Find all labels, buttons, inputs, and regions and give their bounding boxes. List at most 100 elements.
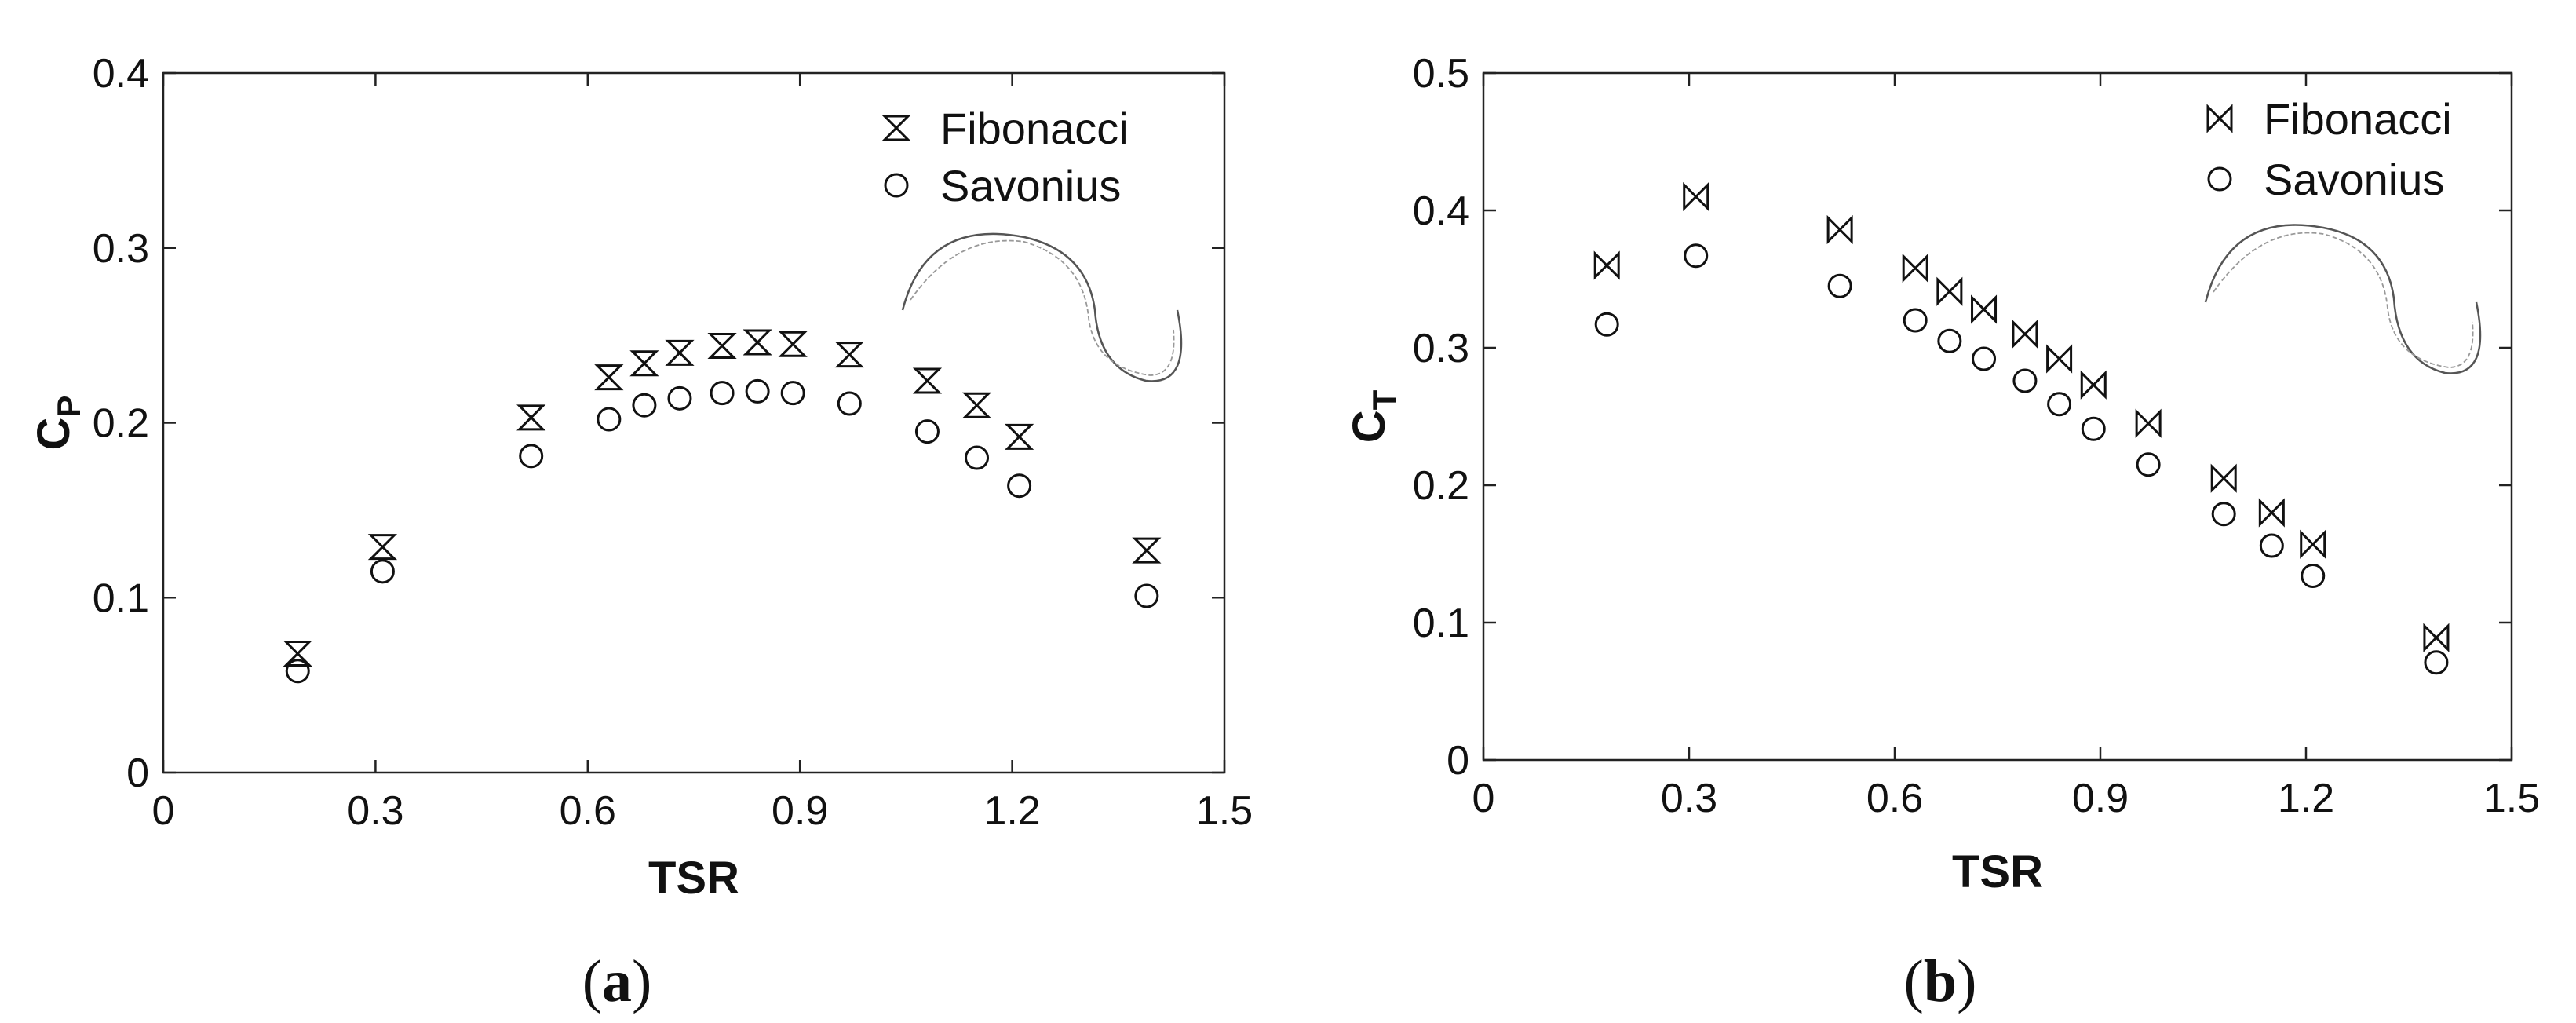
legend-label-fibonacci: Fibonacci [940, 104, 1129, 153]
data-point-fibonacci [2423, 623, 2450, 652]
data-point-savonius [2136, 452, 2161, 477]
data-point-fibonacci [1826, 214, 1853, 245]
series-fibonacci [283, 329, 1162, 667]
data-point-savonius [519, 444, 544, 469]
data-point-savonius [2211, 502, 2236, 527]
data-point-savonius [2259, 533, 2284, 558]
data-point-savonius [710, 381, 735, 406]
y-tick-label: 0.4 [1413, 188, 1469, 234]
data-point-savonius [1134, 583, 1159, 608]
data-point-savonius [914, 419, 940, 444]
panel-caption-close: ) [1957, 948, 1976, 1014]
data-point-fibonacci [834, 342, 864, 368]
data-point-savonius [1827, 273, 1852, 298]
data-point-fibonacci [743, 329, 772, 356]
data-point-savonius [667, 385, 692, 411]
y-tick-label: 0.3 [93, 226, 149, 272]
x-tick-label: 0.6 [1866, 776, 1923, 821]
y-axis-label: CT [1344, 389, 1403, 443]
data-point-savonius [1972, 346, 1997, 371]
data-point-savonius [2047, 392, 2072, 417]
series-savonius [285, 378, 1159, 684]
y-tick-label: 0.3 [1413, 326, 1469, 371]
x-axis-label: TSR [1952, 846, 2043, 897]
legend: Fibonacci Savonius [2206, 94, 2452, 204]
y-tick-label: 0.5 [1413, 51, 1469, 97]
data-point-savonius [632, 393, 657, 418]
x-axis-label: TSR [648, 853, 739, 904]
panel-caption: (a) [582, 948, 652, 1014]
y-tick-label: 0.1 [1413, 601, 1469, 646]
y-axis-label-main: C [28, 418, 79, 451]
data-point-fibonacci [1683, 181, 1709, 212]
data-point-savonius [745, 378, 770, 404]
x-tick-label: 0 [152, 788, 175, 834]
data-point-fibonacci [367, 534, 398, 561]
data-point-fibonacci [516, 404, 546, 431]
legend-marker-savonius [2207, 166, 2232, 192]
blade-profile-icon [901, 232, 1183, 382]
x-tick-label: 0.9 [2072, 776, 2129, 821]
data-point-savonius [1594, 312, 1619, 337]
panel-caption-letter: b [1924, 948, 1957, 1014]
data-point-savonius [370, 559, 395, 584]
data-point-fibonacci [2135, 408, 2162, 438]
data-point-fibonacci [1593, 250, 1620, 280]
data-point-fibonacci [2012, 319, 2038, 349]
chart-panel-1: 0 0.3 0.6 0.9 1.2 1.5 0 0.1 0.2 0.3 0.4 TSR CP Fibona… [28, 51, 1253, 1014]
x-tick-label: 0.9 [772, 788, 828, 834]
y-axis-label-group: CP [28, 396, 87, 451]
y-tick-label: 0.2 [93, 401, 149, 447]
data-point-savonius [2081, 416, 2106, 441]
data-point-savonius [1684, 243, 1709, 269]
data-point-fibonacci [1971, 294, 1998, 324]
y-axis-label-group: CT [1344, 389, 1403, 443]
panel-caption: (b) [1904, 948, 1977, 1014]
data-point-fibonacci [283, 641, 312, 667]
data-point-fibonacci [2258, 498, 2285, 528]
x-tick-label: 0.3 [347, 788, 403, 834]
data-point-fibonacci [665, 339, 695, 366]
data-point-fibonacci [912, 367, 943, 394]
x-tick-label: 1.5 [2483, 776, 2540, 821]
chart-panel-2: 0 0.3 0.6 0.9 1.2 1.5 0 0.1 0.2 0.3 0.4 0.5 TSR CT Fib… [1344, 51, 2540, 1014]
data-point-fibonacci [1132, 537, 1162, 564]
legend: Fibonacci Savonius [881, 104, 1129, 210]
y-tick-label: 0.1 [93, 575, 149, 621]
legend-label-fibonacci: Fibonacci [2264, 94, 2452, 144]
y-tick-label: 0 [126, 751, 149, 796]
y-tick-label: 0 [1447, 738, 1469, 784]
data-point-fibonacci [961, 392, 992, 418]
data-point-fibonacci [1902, 253, 1928, 283]
data-point-fibonacci [778, 331, 808, 357]
legend-marker-fibonacci [881, 115, 911, 141]
data-point-savonius [597, 407, 622, 432]
series-savonius [1594, 243, 2449, 675]
data-point-savonius [2424, 650, 2449, 675]
legend-label-savonius: Savonius [940, 161, 1121, 210]
data-point-fibonacci [594, 364, 624, 391]
data-point-fibonacci [2300, 529, 2326, 559]
series-fibonacci [1593, 181, 2450, 652]
blade-profile-icon [2204, 224, 2482, 374]
data-point-savonius [1937, 328, 1962, 353]
x-tick-label: 1.5 [1196, 788, 1253, 834]
data-point-fibonacci [1936, 276, 1963, 306]
panel-caption-close: ) [632, 948, 651, 1014]
y-axis-label-main: C [1344, 410, 1395, 443]
y-tick-label: 0.4 [93, 51, 149, 97]
data-point-fibonacci [2210, 463, 2237, 493]
x-tick-label: 0.6 [560, 788, 616, 834]
x-tick-label: 1.2 [2278, 776, 2334, 821]
data-point-fibonacci [707, 332, 737, 359]
data-point-fibonacci [1004, 423, 1034, 450]
data-point-savonius [1007, 473, 1032, 499]
legend-marker-savonius [884, 173, 909, 198]
data-point-savonius [285, 659, 310, 684]
data-point-savonius [2301, 564, 2326, 588]
data-point-fibonacci [629, 350, 659, 377]
legend-marker-fibonacci [2206, 104, 2233, 133]
y-axis-label-subscript: P [50, 396, 87, 418]
x-tick-label: 0 [1472, 776, 1495, 821]
